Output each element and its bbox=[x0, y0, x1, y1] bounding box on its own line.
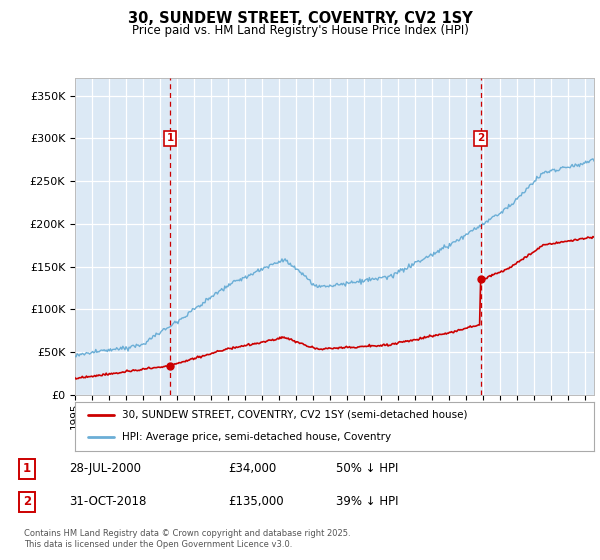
Text: 39% ↓ HPI: 39% ↓ HPI bbox=[336, 495, 398, 508]
Text: 30, SUNDEW STREET, COVENTRY, CV2 1SY (semi-detached house): 30, SUNDEW STREET, COVENTRY, CV2 1SY (se… bbox=[122, 410, 467, 420]
Text: £34,000: £34,000 bbox=[228, 463, 276, 475]
Text: 31-OCT-2018: 31-OCT-2018 bbox=[69, 495, 146, 508]
Text: Contains HM Land Registry data © Crown copyright and database right 2025.
This d: Contains HM Land Registry data © Crown c… bbox=[24, 529, 350, 549]
Text: 1: 1 bbox=[166, 133, 173, 143]
Text: 2: 2 bbox=[477, 133, 484, 143]
Text: 50% ↓ HPI: 50% ↓ HPI bbox=[336, 463, 398, 475]
Text: 1: 1 bbox=[23, 463, 31, 475]
Text: £135,000: £135,000 bbox=[228, 495, 284, 508]
Text: 28-JUL-2000: 28-JUL-2000 bbox=[69, 463, 141, 475]
Text: 2: 2 bbox=[23, 495, 31, 508]
Text: Price paid vs. HM Land Registry's House Price Index (HPI): Price paid vs. HM Land Registry's House … bbox=[131, 24, 469, 36]
Text: 30, SUNDEW STREET, COVENTRY, CV2 1SY: 30, SUNDEW STREET, COVENTRY, CV2 1SY bbox=[128, 11, 472, 26]
Text: HPI: Average price, semi-detached house, Coventry: HPI: Average price, semi-detached house,… bbox=[122, 432, 391, 442]
